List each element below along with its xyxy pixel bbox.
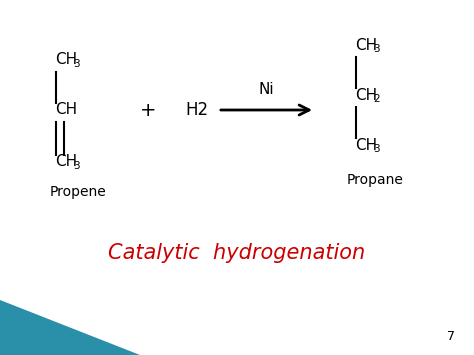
Text: Catalytic  hydrogenation: Catalytic hydrogenation <box>109 243 365 263</box>
Text: Propane: Propane <box>347 173 404 187</box>
Text: CH: CH <box>55 53 77 67</box>
Text: +: + <box>140 100 156 120</box>
Text: 7: 7 <box>447 331 455 344</box>
Text: 3: 3 <box>373 44 380 54</box>
Text: CH: CH <box>55 103 77 118</box>
Text: Ni: Ni <box>259 82 274 98</box>
Text: H2: H2 <box>185 101 208 119</box>
Text: Propene: Propene <box>50 185 107 199</box>
Text: CH: CH <box>355 87 377 103</box>
Text: 3: 3 <box>73 161 80 171</box>
Text: 3: 3 <box>73 59 80 69</box>
Text: CH: CH <box>55 154 77 169</box>
Text: CH: CH <box>355 38 377 53</box>
Text: 3: 3 <box>373 144 380 154</box>
Polygon shape <box>0 300 140 355</box>
Text: 2: 2 <box>373 94 380 104</box>
Text: CH: CH <box>355 137 377 153</box>
